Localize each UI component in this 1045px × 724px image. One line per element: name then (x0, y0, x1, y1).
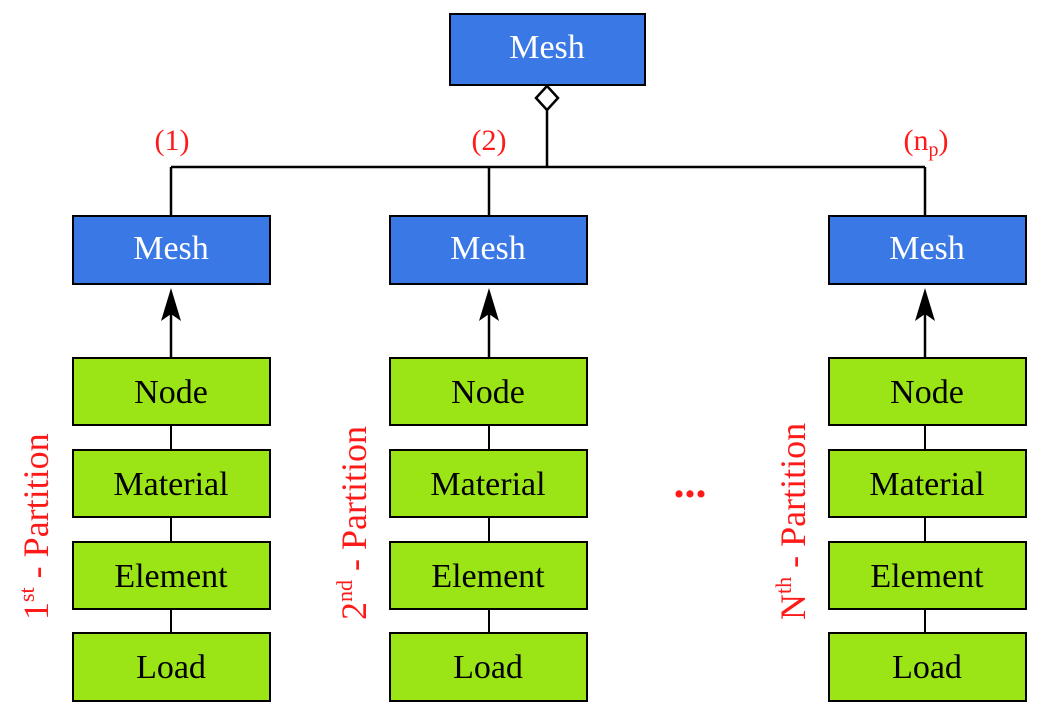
ellipsis-indicator: ... (674, 458, 707, 507)
partition-column-1: Mesh Node Material Element Load 1st - Pa… (14, 215, 271, 702)
component-node-box: Node (72, 357, 271, 426)
component-material-label: Material (869, 466, 984, 503)
partition-mesh-label: Mesh (133, 230, 209, 267)
partition-mesh-label: Mesh (450, 230, 526, 267)
component-node-label: Node (890, 374, 964, 411)
component-node-label: Node (134, 374, 208, 411)
component-load-label: Load (136, 649, 206, 686)
component-load-label: Load (892, 649, 962, 686)
root-mesh-label: Mesh (509, 29, 585, 66)
generalization-arrowhead (915, 288, 935, 321)
multiplicity-label-2: (2) (472, 124, 507, 157)
partition-side-label-1: 1st - Partition (14, 433, 56, 620)
component-load-box: Load (389, 632, 588, 702)
component-material-box: Material (828, 449, 1027, 518)
partition-mesh-label: Mesh (889, 230, 965, 267)
component-material-label: Material (430, 466, 545, 503)
generalization-arrowhead (161, 288, 181, 321)
multiplicity-label-np: (np) (904, 124, 949, 161)
component-material-label: Material (113, 466, 228, 503)
multiplicity-label-1: (1) (155, 124, 190, 157)
component-element-box: Element (72, 541, 271, 610)
component-node-box: Node (828, 357, 1027, 426)
component-load-box: Load (828, 632, 1027, 702)
partition-side-label-2: 2nd - Partition (332, 426, 374, 620)
component-material-box: Material (389, 449, 588, 518)
generalization-arrowhead (479, 288, 499, 321)
component-element-label: Element (114, 558, 228, 595)
partition-column-2: Mesh Node Material Element Load 2nd - Pa… (332, 215, 588, 702)
component-element-label: Element (431, 558, 545, 595)
component-load-box: Load (72, 632, 271, 702)
component-material-box: Material (72, 449, 271, 518)
component-node-label: Node (451, 374, 525, 411)
component-element-box: Element (828, 541, 1027, 610)
component-element-label: Element (870, 558, 984, 595)
component-node-box: Node (389, 357, 588, 426)
partition-side-label-n: Nth - Partition (771, 423, 813, 620)
component-load-label: Load (453, 649, 523, 686)
aggregation-diamond (534, 84, 560, 112)
root-mesh-box: Mesh (449, 13, 646, 86)
component-element-box: Element (389, 541, 588, 610)
partition-column-n: Mesh Node Material Element Load Nth - Pa… (771, 215, 1027, 702)
